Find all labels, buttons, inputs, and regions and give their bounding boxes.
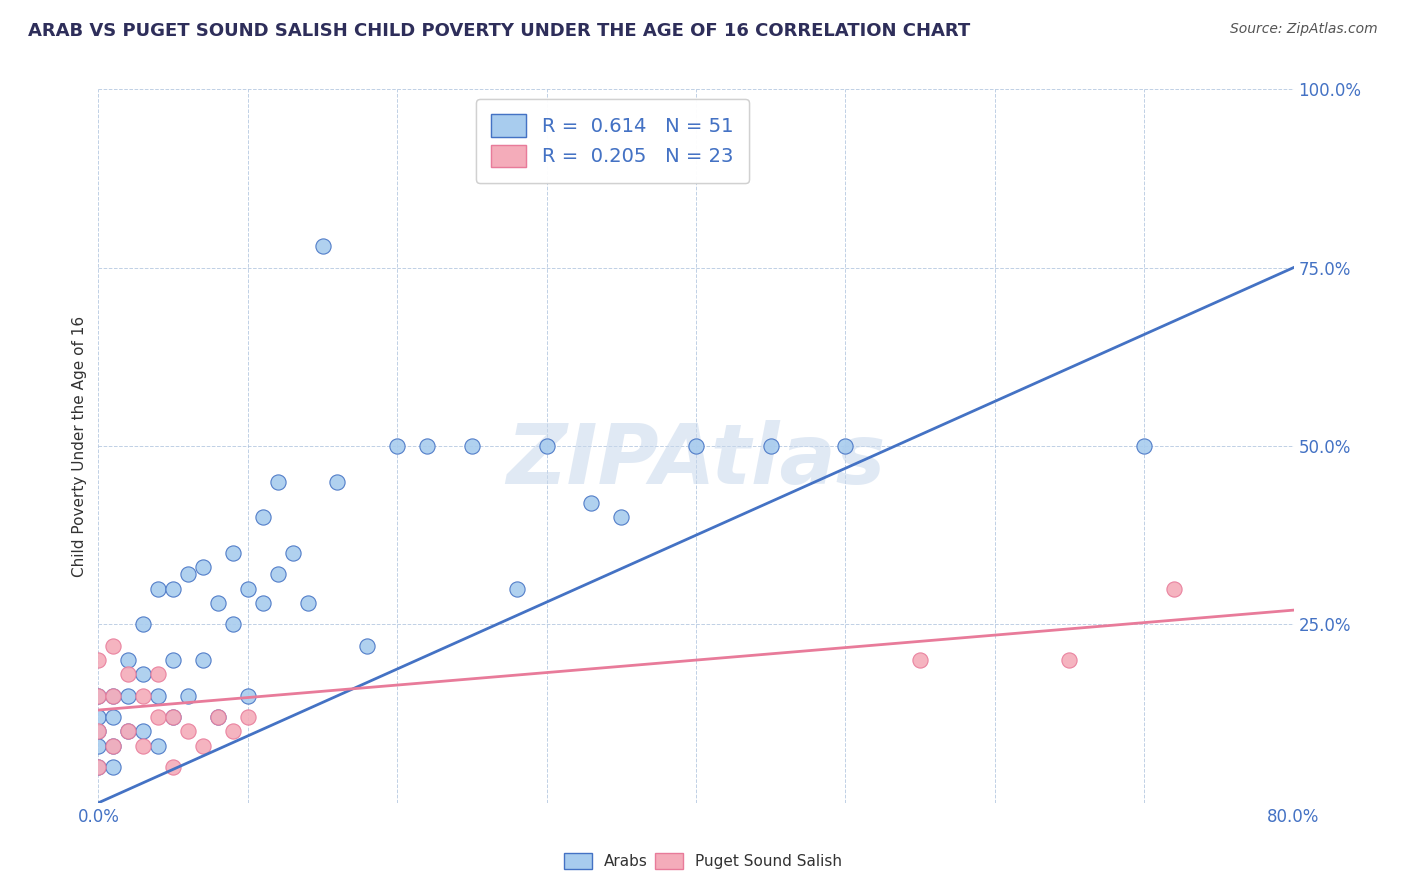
- Point: [416, 439, 439, 453]
- Point: [103, 739, 125, 753]
- Point: [236, 689, 259, 703]
- Point: [103, 710, 125, 724]
- Point: [236, 710, 259, 724]
- Text: ARAB VS PUGET SOUND SALISH CHILD POVERTY UNDER THE AGE OF 16 CORRELATION CHART: ARAB VS PUGET SOUND SALISH CHILD POVERTY…: [28, 22, 970, 40]
- Point: [87, 710, 110, 724]
- Point: [103, 639, 125, 653]
- Point: [132, 689, 155, 703]
- Point: [1133, 439, 1156, 453]
- Point: [177, 689, 200, 703]
- Point: [252, 596, 274, 610]
- Point: [267, 475, 290, 489]
- Point: [222, 546, 245, 560]
- Point: [117, 653, 139, 667]
- Point: [207, 596, 229, 610]
- Legend: Arabs, Puget Sound Salish: Arabs, Puget Sound Salish: [558, 847, 848, 875]
- Point: [132, 739, 155, 753]
- Text: ZIPAtlas: ZIPAtlas: [506, 420, 886, 500]
- Point: [222, 617, 245, 632]
- Point: [148, 689, 170, 703]
- Point: [117, 689, 139, 703]
- Point: [191, 560, 214, 574]
- Point: [87, 760, 110, 774]
- Point: [281, 546, 304, 560]
- Point: [87, 689, 110, 703]
- Text: Source: ZipAtlas.com: Source: ZipAtlas.com: [1230, 22, 1378, 37]
- Point: [117, 724, 139, 739]
- Point: [222, 724, 245, 739]
- Point: [461, 439, 484, 453]
- Point: [87, 689, 110, 703]
- Point: [103, 760, 125, 774]
- Point: [162, 653, 184, 667]
- Point: [581, 496, 603, 510]
- Point: [908, 653, 931, 667]
- Point: [236, 582, 259, 596]
- Point: [759, 439, 782, 453]
- Point: [207, 710, 229, 724]
- Point: [685, 439, 707, 453]
- Point: [162, 710, 184, 724]
- Legend: R =  0.614   N = 51, R =  0.205   N = 23: R = 0.614 N = 51, R = 0.205 N = 23: [475, 99, 749, 183]
- Point: [177, 567, 200, 582]
- Point: [297, 596, 319, 610]
- Point: [162, 582, 184, 596]
- Point: [117, 667, 139, 681]
- Point: [87, 653, 110, 667]
- Point: [148, 739, 170, 753]
- Point: [385, 439, 409, 453]
- Point: [87, 760, 110, 774]
- Point: [87, 724, 110, 739]
- Point: [162, 710, 184, 724]
- Point: [267, 567, 290, 582]
- Point: [132, 667, 155, 681]
- Point: [162, 760, 184, 774]
- Point: [326, 475, 349, 489]
- Point: [536, 439, 558, 453]
- Point: [132, 724, 155, 739]
- Point: [207, 710, 229, 724]
- Point: [103, 689, 125, 703]
- Point: [356, 639, 378, 653]
- Point: [148, 667, 170, 681]
- Point: [87, 739, 110, 753]
- Point: [252, 510, 274, 524]
- Point: [103, 739, 125, 753]
- Point: [610, 510, 633, 524]
- Point: [191, 739, 214, 753]
- Point: [148, 710, 170, 724]
- Point: [1059, 653, 1081, 667]
- Point: [834, 439, 856, 453]
- Point: [103, 689, 125, 703]
- Point: [132, 617, 155, 632]
- Point: [191, 653, 214, 667]
- Y-axis label: Child Poverty Under the Age of 16: Child Poverty Under the Age of 16: [72, 316, 87, 576]
- Point: [177, 724, 200, 739]
- Point: [148, 582, 170, 596]
- Point: [311, 239, 333, 253]
- Point: [87, 724, 110, 739]
- Point: [1163, 582, 1185, 596]
- Point: [506, 582, 529, 596]
- Point: [117, 724, 139, 739]
